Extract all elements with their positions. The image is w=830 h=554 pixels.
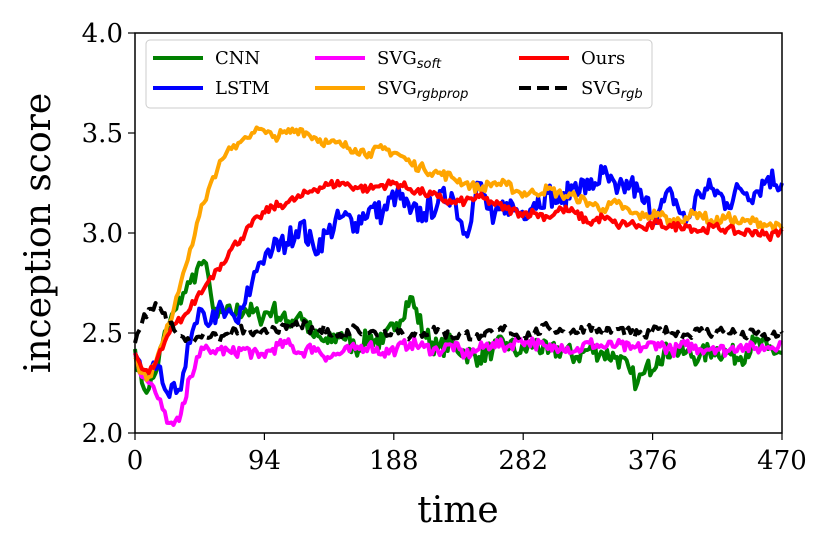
y-axis-label: inception score — [18, 93, 59, 373]
legend-label-subscript: rgbprop — [417, 87, 469, 102]
series-line-ours — [133, 178, 784, 375]
y-tick-label: 3.5 — [82, 119, 123, 149]
legend-label-main: SVG — [377, 48, 417, 69]
legend-label-main: SVG — [581, 78, 621, 99]
legend-label: SVGsoft — [377, 48, 442, 72]
legend-label: CNN — [215, 48, 260, 69]
x-tick-label: 94 — [248, 446, 281, 476]
plot-frame — [134, 32, 783, 434]
y-tick-label: 2.0 — [82, 419, 123, 449]
x-tick-label: 470 — [757, 446, 807, 476]
legend-label: LSTM — [215, 78, 270, 99]
x-tick-label: 0 — [127, 446, 144, 476]
legend-label-subscript: soft — [417, 57, 442, 72]
series-line-svg-rgb — [133, 301, 784, 346]
legend-label-main: LSTM — [215, 78, 270, 99]
legend-label-main: CNN — [215, 48, 260, 69]
x-tick-label: 282 — [498, 446, 548, 476]
legend-label-main: Ours — [581, 48, 625, 69]
x-tick-label: 376 — [628, 446, 678, 476]
y-tick-label: 2.5 — [82, 319, 123, 349]
legend-label: SVGrgb — [581, 78, 643, 102]
legend-label: Ours — [581, 48, 625, 69]
x-axis-label: time — [417, 490, 498, 531]
legend-label-subscript: rgb — [621, 87, 643, 102]
ticks-layer: 0 94 188 282 376 470 2.0 2.5 3.0 3.5 4.0 — [82, 19, 807, 476]
series-line-svg-rgbprop — [133, 125, 784, 382]
series-layer — [133, 125, 784, 427]
series-line-lstm — [133, 164, 784, 399]
series-line-svg-soft — [133, 335, 783, 427]
legend-label-main: SVG — [377, 78, 417, 99]
y-tick-label: 4.0 — [82, 19, 123, 49]
y-tick-label: 3.0 — [82, 219, 123, 249]
x-tick-label: 188 — [369, 446, 419, 476]
legend-label: SVGrgbprop — [377, 78, 468, 102]
